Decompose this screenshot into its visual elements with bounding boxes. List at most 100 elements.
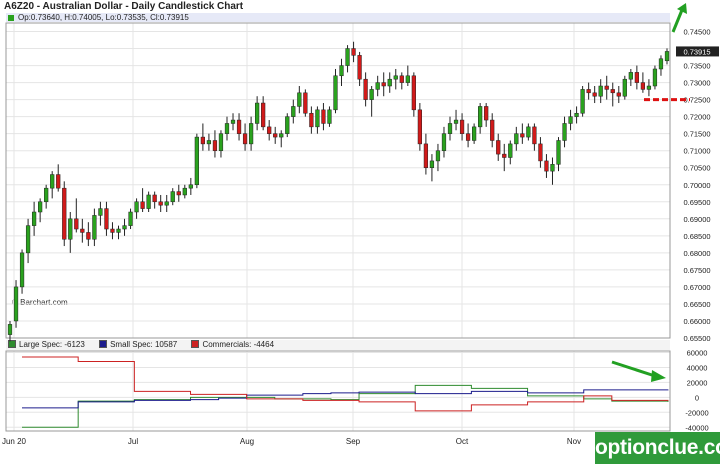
candle	[158, 194, 163, 212]
price-tick-label: 0.67500	[683, 266, 710, 275]
candle	[31, 201, 37, 236]
candle	[496, 133, 501, 161]
candle	[363, 72, 368, 107]
cot-tick-label: 40000	[687, 363, 708, 372]
candle	[170, 188, 175, 206]
annotations: 0.73915	[611, 3, 719, 382]
candle	[526, 123, 531, 141]
cot-tick-label: 20000	[687, 378, 708, 387]
candle	[98, 201, 103, 226]
candle	[140, 188, 145, 212]
price-grid	[6, 23, 670, 339]
price-tick-label: 0.71000	[683, 147, 710, 156]
large-spec-line	[22, 384, 669, 428]
cot-tick-label: -40000	[685, 423, 708, 432]
large-spec-label: Large Spec: -6123	[19, 340, 85, 349]
candle	[411, 72, 416, 117]
candle	[56, 164, 61, 192]
candle	[273, 126, 278, 144]
candle	[423, 133, 429, 175]
price-tick-label: 0.68500	[683, 232, 710, 241]
candle	[520, 123, 525, 144]
legend-commercials: Commercials: -4464	[189, 340, 274, 350]
candle	[634, 65, 639, 90]
candle	[261, 96, 266, 131]
candle	[62, 181, 67, 247]
x-tick-label: Jul	[128, 437, 138, 446]
price-tick-label: 0.68000	[683, 249, 710, 258]
candle	[664, 48, 670, 65]
candle	[429, 154, 435, 182]
candle	[399, 72, 404, 90]
price-tick-label: 0.74500	[683, 28, 710, 37]
chart-title: A6Z20 - Australian Dollar - Daily Candle…	[4, 1, 244, 12]
candle	[188, 177, 193, 195]
ohlc-values: Op:0.73640, H:0.74005, Lo:0.73535, Cl:0.…	[18, 13, 189, 22]
candle	[255, 96, 260, 131]
candle	[333, 68, 338, 114]
candle	[465, 123, 471, 148]
candle	[176, 184, 181, 202]
candle	[640, 72, 646, 93]
cot-plot-frame	[5, 350, 671, 432]
candle	[92, 208, 97, 247]
x-tick-label: Aug	[240, 437, 254, 446]
candle	[110, 222, 115, 240]
price-tick-label: 0.66500	[683, 300, 710, 309]
candle	[297, 86, 302, 114]
candle	[218, 130, 224, 158]
candle	[152, 191, 157, 209]
candle	[628, 68, 633, 86]
price-tick-label: 0.69000	[683, 215, 710, 224]
candle	[544, 154, 549, 178]
candle	[405, 65, 410, 86]
candle	[490, 113, 495, 148]
candle	[484, 103, 489, 127]
barchart-credit: © Barchart.com	[12, 298, 68, 307]
candle	[116, 225, 121, 240]
candle	[80, 218, 85, 243]
price-tick-label: 0.66000	[683, 317, 710, 326]
commercials-line	[22, 356, 669, 412]
legend-small-spec: Small Spec: 10587	[97, 340, 177, 350]
candle	[580, 86, 585, 117]
candle	[453, 109, 459, 131]
candle	[291, 99, 296, 124]
x-tick-label: Jun 20	[2, 437, 27, 446]
cot-y-axis: 60000 40000 20000 0 -20000 -40000	[685, 348, 708, 432]
candle	[134, 198, 139, 219]
candle	[381, 72, 386, 97]
candle	[327, 106, 332, 127]
candle	[375, 75, 380, 97]
candle	[441, 126, 447, 158]
candle	[146, 191, 151, 212]
candle	[19, 249, 25, 294]
candle	[38, 198, 43, 223]
cot-lines	[22, 356, 669, 428]
candle	[568, 109, 573, 131]
candle	[508, 140, 513, 165]
candle	[658, 55, 664, 76]
candle	[236, 113, 242, 141]
candle	[447, 116, 453, 141]
price-tick-label: 0.67000	[683, 283, 710, 292]
candle	[50, 171, 55, 199]
down-arrow-head-icon	[651, 370, 666, 382]
watermark-logo: optionclue.com	[595, 432, 720, 464]
candle	[303, 89, 308, 117]
candle	[369, 86, 374, 117]
candle	[321, 103, 326, 131]
candle	[574, 106, 579, 124]
candle	[417, 103, 422, 151]
candle	[435, 143, 441, 172]
candle	[86, 222, 91, 247]
cot-tick-label: -20000	[685, 408, 708, 417]
x-tick-label: Nov	[567, 437, 581, 446]
x-tick-label: Sep	[346, 437, 361, 446]
candle	[622, 75, 627, 100]
up-arrow-icon	[671, 9, 684, 33]
cot-tick-label: 60000	[687, 348, 708, 357]
candle	[387, 72, 392, 93]
commercials-label: Commercials: -4464	[202, 340, 275, 349]
ohlc-readout: Op:0.73640, H:0.74005, Lo:0.73535, Cl:0.…	[6, 13, 670, 22]
